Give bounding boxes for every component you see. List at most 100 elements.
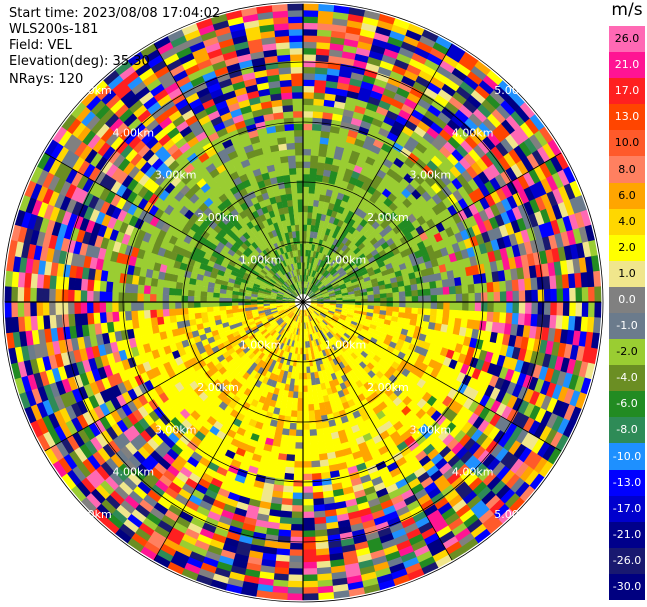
velocity-gate	[319, 253, 325, 261]
velocity-gate	[412, 81, 428, 94]
velocity-gate	[310, 304, 317, 308]
velocity-gate	[365, 62, 381, 73]
velocity-gate	[314, 371, 320, 379]
velocity-gate	[17, 286, 25, 302]
velocity-gate	[149, 293, 157, 302]
velocity-gate	[322, 175, 330, 184]
velocity-gate	[298, 379, 303, 387]
velocity-gate	[322, 327, 329, 335]
velocity-gate	[569, 390, 581, 408]
velocity-gate	[323, 271, 330, 278]
velocity-gate	[297, 391, 303, 399]
velocity-gate	[318, 315, 325, 321]
velocity-gate	[500, 405, 513, 421]
velocity-gate	[302, 530, 316, 538]
velocity-gate	[308, 321, 312, 329]
velocity-gate	[332, 158, 342, 167]
velocity-gate	[331, 344, 338, 352]
velocity-gate	[293, 353, 298, 361]
velocity-gate	[422, 428, 434, 440]
velocity-gate	[442, 433, 455, 447]
velocity-gate	[413, 545, 430, 558]
velocity-gate	[454, 361, 464, 373]
velocity-gate	[382, 158, 394, 169]
velocity-gate	[373, 561, 390, 573]
velocity-gate	[286, 371, 292, 379]
velocity-gate	[338, 281, 346, 286]
velocity-gate	[531, 149, 546, 167]
velocity-gate	[337, 266, 344, 274]
velocity-gate	[382, 505, 397, 516]
velocity-gate	[386, 297, 394, 303]
velocity-gate	[336, 297, 343, 301]
velocity-gate	[316, 48, 331, 56]
velocity-gate	[385, 42, 402, 54]
velocity-gate	[303, 281, 306, 288]
velocity-gate	[411, 445, 424, 457]
velocity-gate	[332, 11, 350, 21]
velocity-gate	[420, 527, 437, 540]
velocity-gate	[322, 278, 328, 284]
velocity-gate	[379, 178, 390, 189]
velocity-gate	[467, 178, 480, 192]
velocity-gate	[317, 338, 322, 346]
velocity-gate	[313, 264, 318, 271]
velocity-gate	[370, 44, 386, 55]
velocity-gate	[272, 407, 281, 415]
velocity-gate	[315, 318, 321, 325]
velocity-gate	[478, 184, 491, 198]
velocity-gate	[360, 269, 369, 276]
velocity-gate	[456, 259, 466, 270]
velocity-gate	[359, 28, 376, 39]
velocity-gate	[341, 324, 349, 331]
velocity-gate	[442, 286, 450, 295]
velocity-gate	[551, 384, 563, 401]
velocity-gate	[555, 434, 569, 452]
velocity-gate	[350, 333, 358, 341]
velocity-gate	[365, 344, 374, 352]
velocity-gate	[29, 301, 37, 317]
velocity-gate	[270, 496, 283, 505]
velocity-gate	[520, 361, 531, 376]
velocity-gate	[317, 315, 324, 322]
velocity-gate	[423, 288, 431, 296]
velocity-gate	[310, 284, 316, 291]
velocity-gate	[149, 309, 158, 318]
velocity-gate	[388, 341, 398, 349]
velocity-gate	[465, 226, 476, 239]
velocity-gate	[294, 461, 303, 468]
velocity-gate	[345, 267, 353, 274]
velocity-gate	[409, 505, 424, 518]
velocity-gate	[518, 141, 533, 158]
velocity-gate	[411, 163, 423, 175]
velocity-gate	[313, 365, 318, 373]
velocity-gate	[326, 451, 337, 460]
velocity-gate	[302, 568, 318, 576]
velocity-gate	[323, 318, 330, 325]
velocity-gate	[473, 403, 485, 417]
velocity-gate	[124, 310, 132, 321]
velocity-gate	[562, 288, 570, 303]
velocity-gate	[383, 456, 396, 467]
velocity-gate	[86, 290, 94, 302]
velocity-gate	[309, 263, 314, 270]
velocity-gate	[302, 429, 310, 437]
velocity-gate	[316, 294, 323, 298]
velocity-gate	[514, 335, 523, 349]
velocity-gate	[430, 258, 440, 268]
velocity-gate	[333, 272, 341, 279]
velocity-gate	[455, 62, 472, 77]
velocity-gate	[316, 35, 332, 44]
velocity-gate	[302, 542, 316, 550]
velocity-gate	[316, 324, 322, 332]
velocity-gate	[143, 293, 151, 302]
velocity-gate	[303, 192, 309, 200]
velocity-gate	[446, 471, 461, 486]
velocity-gate	[365, 156, 376, 166]
velocity-gate	[554, 356, 564, 372]
velocity-gate	[540, 208, 551, 224]
velocity-gate	[495, 142, 509, 157]
velocity-gate	[304, 274, 306, 282]
velocity-gate	[311, 136, 321, 144]
velocity-gate	[584, 362, 595, 380]
